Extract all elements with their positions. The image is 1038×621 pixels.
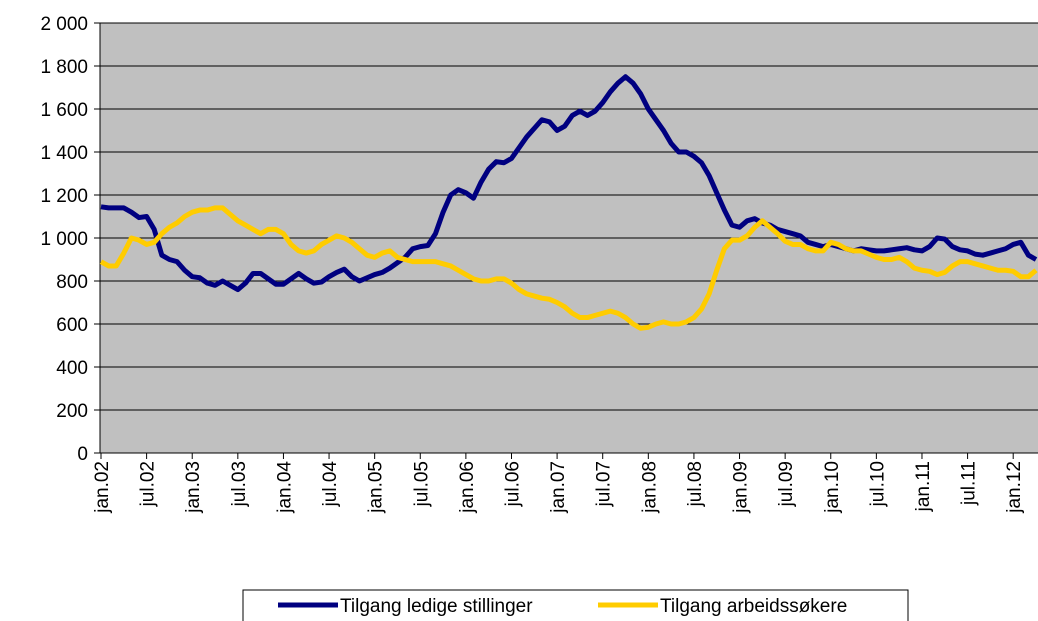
x-tick-label: jan.07 [548,461,569,514]
x-tick-label: jul.08 [685,461,706,507]
legend-label: Tilgang ledige stillinger [340,596,533,617]
x-tick-label: jul.02 [138,461,159,507]
y-tick-label: 600 [56,315,88,336]
x-tick-label: jan.02 [92,461,113,514]
x-tick-label: jan.09 [731,461,752,514]
series-line [99,205,1038,331]
x-tick-label: jul.09 [776,461,797,507]
x-tick-label: jan.05 [366,461,387,514]
x-tick-label: jan.04 [274,461,295,514]
y-tick-label: 1 800 [40,57,88,78]
x-tick-label: jul.06 [502,461,523,507]
x-tick-label: jul.11 [959,461,980,506]
y-tick-label: 0 [77,444,88,465]
x-tick-label: jul.07 [594,461,615,507]
x-tick-label: jan.12 [1004,461,1025,514]
x-tick-label: jul.10 [867,461,888,507]
y-tick-label: 1 600 [40,100,88,121]
legend-label: Tilgang arbeidssøkere [660,596,847,617]
x-tick-label: jan.11 [913,461,934,512]
y-tick-label: 1 400 [40,143,88,164]
y-tick-label: 400 [56,358,88,379]
x-tick-label: jul.05 [411,461,432,507]
series-line [100,74,1038,293]
legend-box [242,589,909,621]
x-tick-label: jul.04 [320,461,341,508]
x-tick-label: jan.03 [183,461,204,514]
y-tick-label: 1 000 [40,229,88,250]
y-tick-label: 200 [56,401,88,422]
x-tick-label: jul.03 [229,461,250,507]
x-tick-label: jan.06 [457,461,478,514]
x-tick-label: jan.08 [639,461,660,514]
y-tick-label: 1 200 [40,186,88,207]
y-tick-label: 2 000 [40,14,88,35]
x-tick-label: jan.10 [822,461,843,514]
y-tick-label: 800 [56,272,88,293]
